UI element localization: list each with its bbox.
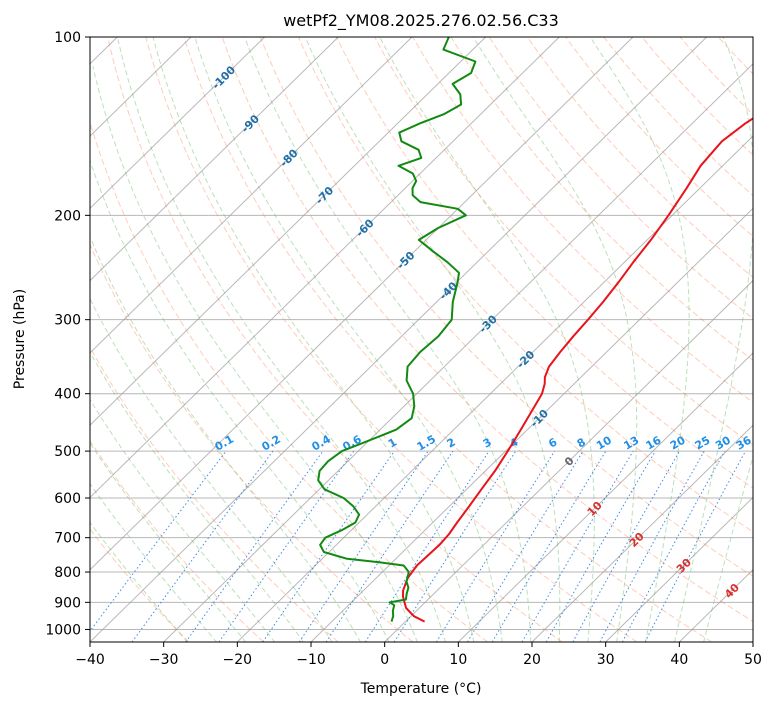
dry-adiabat	[107, 37, 563, 642]
dry-adiabat	[298, 37, 753, 533]
dry-adiabat	[756, 37, 775, 642]
dry-adiabat	[90, 346, 339, 642]
isotherm-line	[605, 496, 753, 642]
plot-area	[90, 37, 753, 642]
background-grid: 0.1 0.2 0.4 0.6 1 1.5 2 3 4 6 8 10 13 16 20 25 30 36-100-…	[90, 37, 775, 642]
mixing-ratio-line	[572, 450, 680, 642]
x-tick-label: −40	[75, 652, 105, 668]
mixing-ratio-line	[599, 450, 705, 642]
isotherm-line	[752, 641, 753, 642]
dry-adiabat	[90, 120, 488, 642]
temperature-profile-line	[402, 117, 753, 623]
plot-frame	[89, 36, 754, 643]
dewpoint-profile-line	[317, 37, 477, 622]
moist-adiabat	[304, 37, 561, 642]
isotherm-line	[90, 37, 339, 282]
profile-lines	[317, 37, 753, 623]
isotherm-line	[90, 37, 708, 642]
y-tick-label: 500	[54, 444, 81, 460]
plot-background	[90, 37, 753, 642]
moist-adiabat	[379, 37, 595, 642]
isotherm-line	[90, 37, 413, 354]
x-tick-label: 10	[449, 652, 467, 668]
x-tick-label: 0	[380, 652, 389, 668]
mixing-ratio-line	[185, 450, 324, 642]
mixing-ratio-line	[621, 450, 726, 642]
y-tick-label: 700	[54, 531, 81, 547]
x-tick-label: −30	[149, 652, 179, 668]
x-tick-label: 30	[597, 652, 615, 668]
isotherm-line	[384, 279, 753, 642]
moist-adiabat	[90, 442, 247, 642]
mixing-ratio-line	[298, 450, 429, 642]
x-tick-label: 40	[670, 652, 688, 668]
mixing-ratio-line	[262, 450, 395, 642]
mixing-ratio-line	[218, 450, 355, 642]
isotherm-line	[531, 424, 753, 642]
isotherm-line	[90, 37, 266, 210]
moist-adiabat	[116, 37, 447, 642]
moist-adiabat	[90, 398, 276, 642]
x-tick-label: 50	[744, 652, 762, 668]
moist-adiabat	[674, 37, 753, 642]
x-tick-label: −10	[296, 652, 326, 668]
mixing-ratio-line	[467, 450, 584, 642]
mixing-ratio-line	[364, 450, 490, 642]
y-tick-label: 400	[54, 387, 81, 403]
mixing-ratio-label: 36	[734, 433, 754, 452]
isotherm-line	[236, 135, 753, 642]
dry-adiabat	[259, 37, 753, 577]
isotherm-line	[90, 37, 487, 426]
moist-adiabat	[194, 37, 503, 642]
y-tick-label: 600	[54, 491, 81, 507]
y-tick-label: 200	[54, 208, 81, 224]
dry-adiabat	[145, 37, 638, 642]
isotherm-line	[90, 37, 634, 571]
moist-adiabat	[90, 482, 218, 642]
y-tick-label: 900	[54, 595, 81, 611]
dry-adiabat	[221, 37, 753, 623]
moist-adiabat	[90, 521, 188, 642]
x-tick-label: 20	[523, 652, 541, 668]
dry-adiabat	[412, 37, 753, 404]
moist-adiabat	[703, 454, 753, 642]
moist-adiabat	[90, 235, 362, 642]
moist-adiabat	[90, 158, 390, 642]
isotherm-line	[163, 63, 753, 642]
mixing-ratio-line	[90, 450, 227, 632]
y-axis-label: Pressure (hPa)	[12, 289, 28, 389]
x-axis-label: Temperature (°C)	[360, 681, 482, 697]
axes: −40 −30 −20 −10 0 10 20 30 40 50 100 200 300 400 500 60…	[45, 30, 762, 668]
isotherm-line	[90, 37, 560, 499]
y-tick-label: 300	[54, 313, 81, 329]
isotherm-line	[310, 207, 753, 642]
mixing-ratio-line	[435, 450, 556, 642]
mixing-ratio-line	[131, 450, 274, 642]
isotherm-line	[457, 352, 753, 642]
y-tick-label: 100	[54, 30, 81, 46]
dry-adiabat	[90, 528, 190, 642]
dry-adiabat	[336, 37, 753, 489]
y-tick-label: 800	[54, 565, 81, 581]
moist-adiabat	[472, 37, 638, 642]
dry-adiabat	[374, 37, 753, 446]
moist-adiabat	[589, 37, 690, 642]
x-tick-label: −20	[223, 652, 253, 668]
dry-adiabat	[90, 439, 264, 642]
mixing-ratio-line	[393, 450, 517, 642]
moist-adiabat	[244, 37, 532, 642]
moist-adiabat	[152, 37, 475, 642]
moist-adiabat	[90, 351, 304, 642]
chart-title: wetPf2_YM08.2025.276.02.56.C33	[283, 11, 559, 31]
dry-adiabat	[488, 37, 753, 320]
mixing-ratio-line	[325, 450, 454, 642]
y-tick-label: 1000	[45, 622, 81, 638]
